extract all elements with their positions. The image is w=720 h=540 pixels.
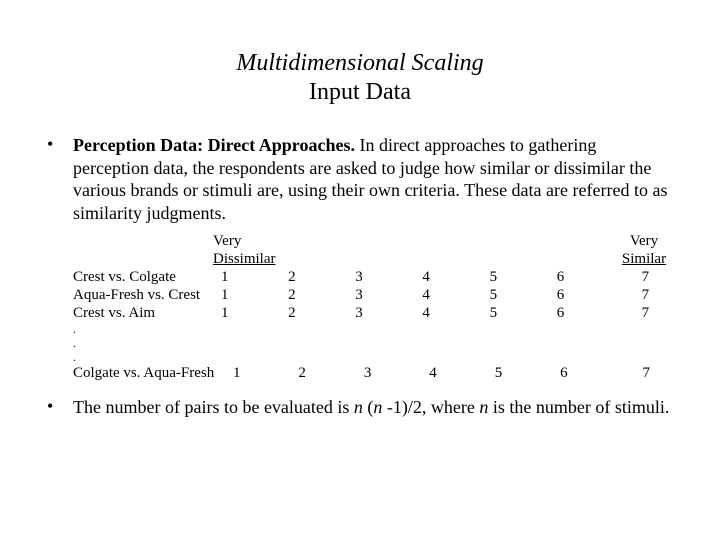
table-row: Colgate vs. Aqua-Fresh 1 2 3 4 5 6 7 [73,364,675,382]
header-left-2: Dissimilar [213,250,303,268]
table-row: Aqua-Fresh vs. Crest 1 2 3 4 5 6 7 [73,286,675,304]
bullet-mark: • [45,134,73,224]
scale-header-line1: Very Very [73,232,675,250]
bullet-mark: • [45,396,73,419]
row-cell: 7 [616,304,675,322]
scale-header-line2: Dissimilar Similar [73,250,675,268]
table-row: Crest vs. Aim 1 2 3 4 5 6 7 [73,304,675,322]
header-left-1: Very [213,232,303,250]
row-cell: 6 [552,364,617,382]
row-cell: 2 [290,364,355,382]
row-cell: 5 [482,286,549,304]
slide-title: Multidimensional Scaling [45,50,675,77]
bullet-1-lead: Perception Data: Direct Approaches. [73,135,355,155]
row-label: Crest vs. Aim [73,304,213,322]
row-cell: 1 [213,268,280,286]
bullet-2-text: The number of pairs to be evaluated is n… [73,396,669,419]
b2-n1: n [354,397,363,417]
row-cell: 6 [549,268,616,286]
row-cell: 4 [414,286,481,304]
row-cell: 4 [414,304,481,322]
b2-pre: The number of pairs to be evaluated is [73,397,354,417]
row-cell: 2 [280,286,347,304]
row-cell: 4 [414,268,481,286]
row-cell: 2 [280,268,347,286]
slide-subtitle: Input Data [45,79,675,106]
b2-mid: ( [363,397,374,417]
b2-tail: is the number of stimuli. [488,397,669,417]
row-cell: 4 [421,364,486,382]
row-cell: 6 [549,286,616,304]
scale-table: Very Very Dissimilar Similar Crest vs. C… [73,232,675,382]
row-cell: 3 [347,286,414,304]
ellipsis-row: . [73,336,675,350]
bullet-1-text: Perception Data: Direct Approaches. In d… [73,134,675,224]
row-cell: 1 [233,364,290,382]
row-cell: 1 [213,304,280,322]
table-row: Crest vs. Colgate 1 2 3 4 5 6 7 [73,268,675,286]
row-cell: 6 [549,304,616,322]
row-cell: 3 [347,304,414,322]
row-cell: 7 [616,268,675,286]
row-cell: 7 [616,286,675,304]
bullet-1: • Perception Data: Direct Approaches. In… [45,134,675,224]
row-cell: 3 [356,364,421,382]
row-label: Crest vs. Colgate [73,268,213,286]
row-cell: 5 [482,304,549,322]
row-cell: 5 [487,364,552,382]
bullet-2: • The number of pairs to be evaluated is… [45,396,675,419]
row-cell: 3 [347,268,414,286]
ellipsis-row: . [73,350,675,364]
row-cell: 5 [482,268,549,286]
b2-post: -1)/2, where [382,397,479,417]
row-cell: 7 [618,364,675,382]
row-label: Colgate vs. Aqua-Fresh [73,364,233,382]
header-right-2: Similar [613,250,675,268]
row-cell: 1 [213,286,280,304]
row-label: Aqua-Fresh vs. Crest [73,286,213,304]
row-cell: 2 [280,304,347,322]
ellipsis-row: . [73,322,675,336]
header-right-1: Very [613,232,675,250]
